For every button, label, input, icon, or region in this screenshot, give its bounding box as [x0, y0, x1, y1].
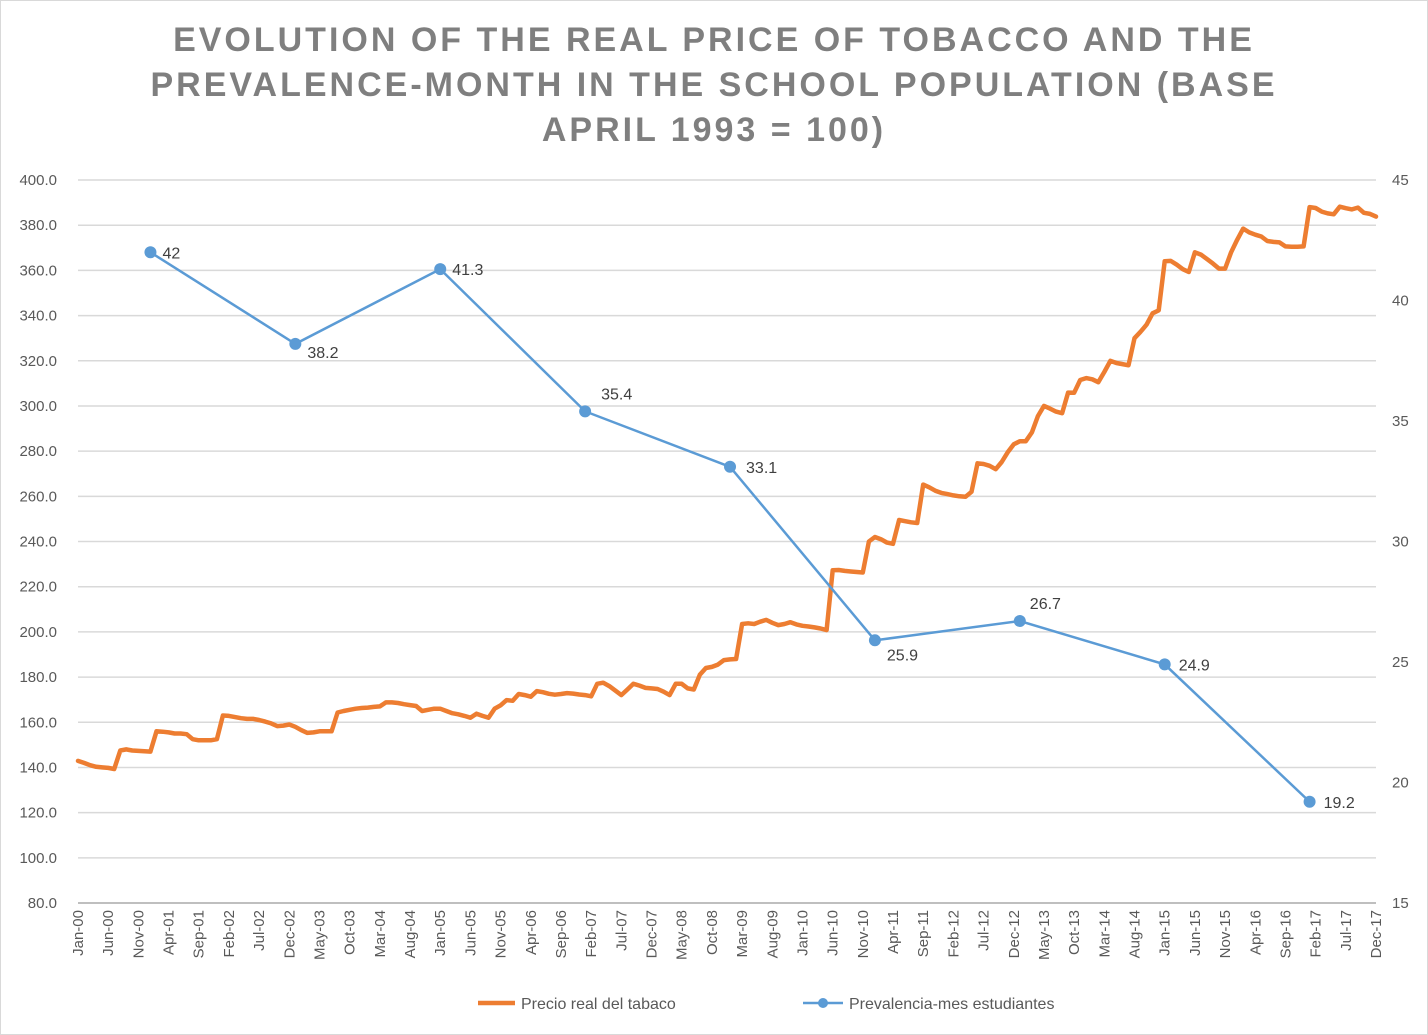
- y-left-tick-label: 220.0: [19, 579, 57, 596]
- y-left-tick-label: 300.0: [19, 398, 57, 415]
- y-left-tick-label: 200.0: [19, 624, 57, 641]
- x-tick-label: Jul-07: [613, 910, 630, 951]
- x-tick-label: Jun-10: [825, 910, 842, 956]
- chart-title-line: APRIL 1993 = 100): [541, 111, 887, 149]
- x-tick-label: Dec-02: [281, 910, 298, 958]
- x-tick-label: Jun-00: [100, 910, 117, 956]
- y-right-tick-label: 20: [1392, 775, 1409, 792]
- y-left-tick-label: 260.0: [19, 488, 57, 505]
- data-label: 38.2: [307, 345, 338, 362]
- y-left-tick-label: 360.0: [19, 262, 57, 279]
- x-tick-label: Jul-17: [1338, 910, 1355, 951]
- prevalence-data-point: [868, 634, 881, 647]
- data-label: 24.9: [1179, 657, 1210, 674]
- x-tick-label: Sep-06: [553, 910, 570, 958]
- prevalence-data-point: [434, 263, 447, 276]
- legend-prevalence-label: Prevalencia-mes estudiantes: [849, 996, 1054, 1013]
- y-right-tick-label: 35: [1392, 413, 1409, 430]
- data-label: 42: [162, 245, 180, 262]
- y-left-tick-label: 100.0: [19, 850, 57, 867]
- y-left-tick-label: 120.0: [19, 805, 57, 822]
- x-tick-label: Dec-07: [644, 910, 661, 958]
- x-tick-label: Jan-10: [794, 910, 811, 956]
- x-tick-label: Apr-11: [885, 910, 902, 954]
- x-tick-label: Apr-16: [1247, 910, 1264, 955]
- x-tick-label: Jun-05: [462, 910, 479, 956]
- x-tick-label: Feb-12: [945, 910, 962, 958]
- y-left-tick-label: 280.0: [19, 443, 57, 460]
- legend-price-label: Precio real del tabaco: [521, 996, 676, 1013]
- x-tick-label: Nov-05: [493, 910, 510, 958]
- x-tick-label: Mar-09: [734, 910, 751, 958]
- prevalence-data-point: [579, 405, 592, 418]
- y-right-tick-label: 25: [1392, 654, 1409, 671]
- prevalence-data-point: [1303, 795, 1316, 808]
- y-right-tick-label: 40: [1392, 293, 1409, 310]
- x-tick-label: Oct-08: [704, 910, 721, 955]
- y-right-tick-label: 45: [1392, 172, 1409, 189]
- x-tick-label: Oct-13: [1066, 910, 1083, 955]
- x-tick-label: Feb-17: [1308, 910, 1325, 958]
- y-left-tick-label: 180.0: [19, 669, 57, 686]
- data-label: 41.3: [452, 262, 483, 279]
- x-tick-label: Feb-02: [221, 910, 238, 958]
- y-left-tick-label: 400.0: [19, 172, 57, 189]
- x-tick-label: Dec-17: [1368, 910, 1385, 958]
- x-tick-label: Apr-01: [161, 910, 178, 955]
- data-label: 25.9: [887, 647, 918, 664]
- chart-title-line: PREVALENCE-MONTH IN THE SCHOOL POPULATIO…: [150, 66, 1278, 104]
- prevalence-data-point: [724, 460, 737, 473]
- x-tick-label: Jan-15: [1157, 910, 1174, 956]
- prevalence-data-point: [1013, 615, 1026, 628]
- legend-prevalence-marker: [818, 998, 828, 1008]
- y-left-tick-label: 380.0: [19, 217, 57, 234]
- x-tick-label: May-08: [674, 910, 691, 960]
- x-tick-label: Aug-09: [764, 910, 781, 958]
- data-label: 33.1: [746, 460, 777, 477]
- x-tick-label: Nov-10: [855, 910, 872, 958]
- x-tick-label: Sep-16: [1277, 910, 1294, 958]
- data-label: 35.4: [601, 386, 632, 403]
- chart-title-line: EVOLUTION OF THE REAL PRICE OF TOBACCO A…: [173, 21, 1255, 59]
- x-tick-label: Oct-03: [342, 910, 359, 955]
- x-tick-label: Sep-11: [915, 910, 932, 957]
- data-label: 19.2: [1324, 795, 1355, 812]
- x-tick-label: Apr-06: [523, 910, 540, 955]
- x-tick-label: Jan-00: [70, 910, 87, 956]
- y-left-tick-label: 80.0: [28, 895, 57, 912]
- y-left-tick-label: 140.0: [19, 759, 57, 776]
- y-right-tick-label: 15: [1392, 895, 1409, 912]
- y-left-tick-label: 240.0: [19, 534, 57, 551]
- prevalence-data-point: [1158, 658, 1171, 671]
- x-tick-label: Aug-04: [402, 910, 419, 958]
- x-tick-label: May-03: [311, 910, 328, 960]
- prevalence-data-point: [289, 337, 302, 350]
- x-tick-label: Jun-15: [1187, 910, 1204, 956]
- prevalence-data-point: [144, 246, 157, 259]
- price-series-line: [75, 204, 1379, 772]
- x-tick-label: Dec-12: [1006, 910, 1023, 958]
- y-left-tick-label: 160.0: [19, 714, 57, 731]
- x-tick-label: Jul-12: [976, 910, 993, 951]
- x-tick-label: Nov-15: [1217, 910, 1234, 958]
- x-tick-label: Feb-07: [583, 910, 600, 958]
- x-tick-label: May-13: [1036, 910, 1053, 960]
- chart-title: EVOLUTION OF THE REAL PRICE OF TOBACCO A…: [0, 18, 1428, 153]
- x-tick-label: Nov-00: [130, 910, 147, 958]
- x-tick-label: Jul-02: [251, 910, 268, 951]
- x-tick-label: Jan-05: [432, 910, 449, 956]
- x-tick-label: Mar-04: [372, 910, 389, 958]
- x-tick-label: Mar-14: [1096, 910, 1113, 958]
- data-label: 26.7: [1030, 596, 1061, 613]
- x-tick-label: Aug-14: [1127, 910, 1144, 958]
- y-right-tick-label: 30: [1392, 534, 1409, 551]
- y-left-tick-label: 340.0: [19, 308, 57, 325]
- x-tick-label: Sep-01: [191, 910, 208, 958]
- y-left-tick-label: 320.0: [19, 353, 57, 370]
